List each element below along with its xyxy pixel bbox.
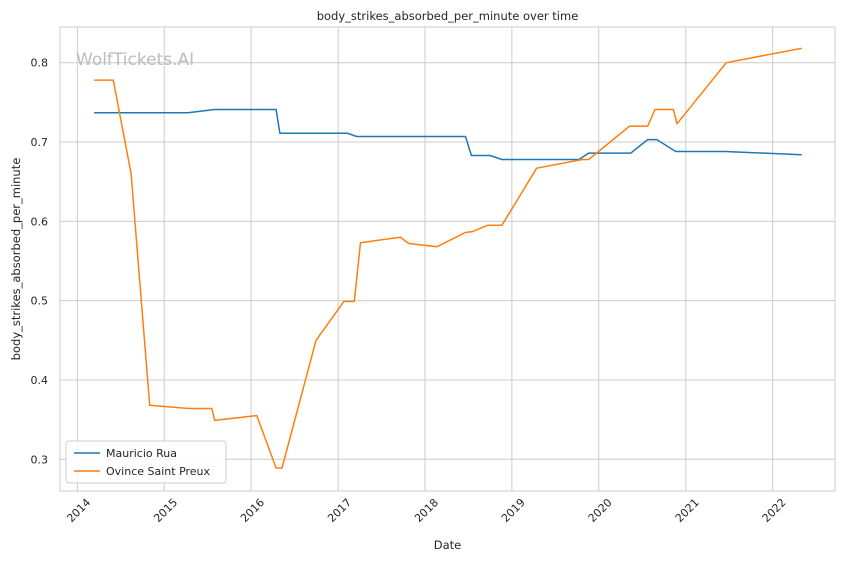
legend-box [65,440,227,484]
x-tick-label: 2021 [673,496,702,525]
series-layer [93,47,802,469]
legend-label: Mauricio Rua [106,447,177,460]
x-tick-label: 2017 [325,496,354,525]
series-line-0 [93,108,802,161]
plot-area [59,26,836,492]
y-tick-label: 0.7 [31,136,49,149]
y-tick-label: 0.8 [31,57,49,70]
y-tick-label: 0.4 [31,374,49,387]
legend: Mauricio Rua Ovince Saint Preux [65,440,227,484]
y-tick-label: 0.6 [31,215,49,228]
x-tick-label: 2020 [586,496,615,525]
y-tick-label: 0.3 [31,453,49,466]
legend-label: Ovince Saint Preux [106,465,211,478]
chart-title: body_strikes_absorbed_per_minute over ti… [317,9,579,23]
x-axis-label: Date [434,538,462,552]
x-tick-label: 2016 [238,496,267,525]
x-tick-label: 2019 [499,496,528,525]
x-tick-label: 2014 [64,496,93,525]
gridlines [60,27,835,491]
x-tick-label: 2018 [412,496,441,525]
x-tick-label: 2015 [151,496,180,525]
x-tick-label: 2022 [760,496,789,525]
y-axis-label: body_strikes_absorbed_per_minute [9,158,23,361]
series-line-1 [93,47,802,469]
y-tick-label: 0.5 [31,295,49,308]
watermark: WolfTickets.AI [76,50,194,70]
